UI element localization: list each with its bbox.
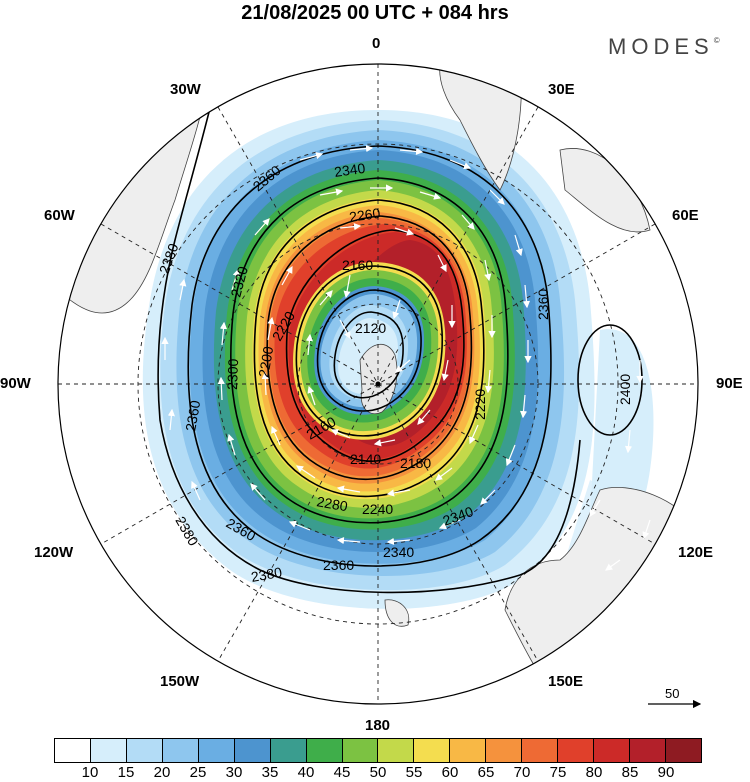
lon-label-150w: 150W — [160, 673, 200, 690]
color-scale-tick-label: 55 — [405, 764, 423, 781]
lon-label-30e: 30E — [548, 81, 575, 98]
contour-label-2360: 2360 — [323, 557, 354, 573]
lon-label-180: 180 — [365, 717, 391, 734]
color-scale-tick-label: 45 — [333, 764, 351, 781]
contour-label-2340: 2340 — [333, 160, 366, 180]
color-scale-swatch — [558, 739, 595, 762]
color-scale-swatch — [90, 739, 127, 762]
color-scale-swatch — [342, 739, 379, 762]
color-scale-tick-label: 10 — [81, 764, 99, 781]
copyright-mark: © — [713, 36, 720, 45]
color-scale-swatch — [450, 739, 487, 762]
color-scale-tick-label: 50 — [369, 764, 387, 781]
height-contours — [99, 87, 643, 691]
contour-label-2400: 2400 — [617, 374, 633, 405]
lon-label-30w: 30W — [170, 81, 201, 98]
color-scale-ticks: 10 15 20 25 30 35 40 45 50 55 60 65 70 75 80 85 90 — [54, 765, 702, 781]
color-scale-tick-label: 35 — [261, 764, 279, 781]
color-scale-swatch — [126, 739, 163, 762]
lon-label-0: 0 — [372, 35, 381, 52]
wind-vectors — [161, 144, 651, 571]
brand-logo: MODES© — [608, 34, 720, 60]
reference-vector-value: 50 — [665, 686, 680, 701]
contour-label-2360-left: 2360 — [182, 399, 203, 433]
wind-speed-shading — [142, 110, 654, 674]
color-scale-tick-label: 80 — [585, 764, 603, 781]
color-scale-tick-label: 25 — [189, 764, 207, 781]
contour-label-2160-top: 2160 — [342, 257, 373, 273]
color-scale-tick-label: 75 — [549, 764, 567, 781]
reference-vector: 50 — [645, 686, 705, 716]
color-scale-swatch — [306, 739, 343, 762]
lon-label-60w: 60W — [44, 207, 75, 224]
contour-label-2180: 2180 — [400, 455, 431, 471]
map-border — [57, 63, 699, 705]
color-scale-bar — [54, 738, 702, 763]
map-title: 21/08/2025 00 UTC + 084 hrs — [241, 2, 509, 24]
brand-name: MODES — [608, 34, 714, 59]
color-scale-tick-label: 30 — [225, 764, 243, 781]
color-scale-tick-label: 40 — [297, 764, 315, 781]
contour-label-2360-right: 2360 — [535, 289, 551, 320]
color-scale-swatch — [162, 739, 199, 762]
contour-label-2200: 2200 — [255, 345, 276, 379]
lon-label-120w: 120W — [34, 544, 74, 561]
lon-label-90w: 90W — [0, 375, 31, 392]
lon-label-150e: 150E — [548, 673, 584, 690]
color-scale-swatch — [486, 739, 523, 762]
contour-label-2120: 2120 — [355, 320, 386, 336]
contour-label-2380-bottom: 2380 — [250, 564, 284, 585]
color-scale-tick-label: 70 — [513, 764, 531, 781]
contour-label-2320: 2320 — [227, 264, 251, 298]
contour-label-2280: 2280 — [315, 493, 349, 514]
lon-label-120e: 120E — [678, 544, 714, 561]
contour-label-2240: 2240 — [362, 501, 393, 517]
contour-label-2340-bottom: 2340 — [383, 544, 414, 560]
color-scale-swatch — [630, 739, 666, 762]
color-scale-swatch — [198, 739, 235, 762]
color-scale-tick-label: 90 — [657, 764, 675, 781]
color-scale-tick-label: 85 — [621, 764, 639, 781]
contour-label-2220-right: 2220 — [472, 389, 488, 420]
color-scale-swatch — [665, 739, 701, 762]
contour-label-2300: 2300 — [224, 358, 241, 390]
color-scale-swatch — [234, 739, 271, 762]
color-scale-swatch — [270, 739, 307, 762]
map-disk — [58, 64, 698, 704]
lon-label-90e: 90E — [716, 375, 743, 392]
contour-label-2260: 2260 — [348, 205, 381, 225]
color-scale-tick-label: 20 — [153, 764, 171, 781]
lon-label-60e: 60E — [672, 207, 699, 224]
color-scale-tick-label: 65 — [477, 764, 495, 781]
color-scale-tick-label: 15 — [117, 764, 135, 781]
color-scale-tick-label: 60 — [441, 764, 459, 781]
contour-label-2140: 2140 — [350, 451, 381, 467]
color-scale-swatch — [594, 739, 630, 762]
color-scale-swatch — [378, 739, 415, 762]
south-pole-marker — [375, 381, 381, 387]
color-scale-swatch — [522, 739, 559, 762]
color-scale-swatch — [414, 739, 451, 762]
color-scale-swatch — [55, 739, 91, 762]
